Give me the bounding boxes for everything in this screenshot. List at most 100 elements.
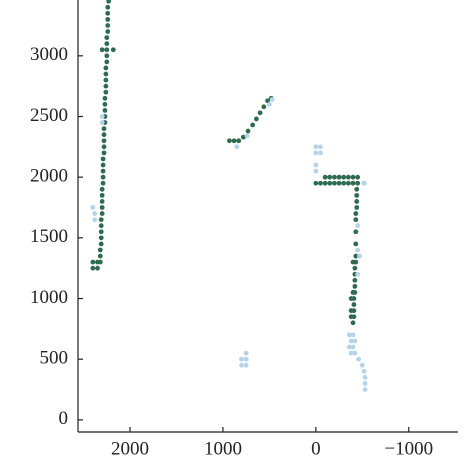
- point: [92, 211, 98, 216]
- point: [99, 211, 105, 216]
- point: [95, 265, 100, 271]
- point: [345, 174, 351, 180]
- point: [332, 180, 337, 186]
- point: [103, 77, 109, 83]
- point: [99, 114, 105, 119]
- point: [346, 344, 352, 350]
- point: [361, 180, 367, 186]
- point: [97, 253, 103, 259]
- x-tick-label: −1000: [384, 438, 433, 459]
- point: [327, 180, 333, 186]
- point: [318, 144, 323, 150]
- point: [100, 174, 106, 180]
- point: [345, 180, 351, 186]
- y-tick-label: 1000: [30, 287, 68, 308]
- point: [95, 259, 100, 265]
- point: [105, 29, 111, 34]
- point: [104, 59, 110, 65]
- point: [105, 10, 111, 16]
- point: [99, 186, 105, 192]
- point: [348, 308, 354, 314]
- point: [97, 247, 103, 253]
- point: [348, 338, 354, 344]
- point: [355, 271, 361, 277]
- point: [99, 47, 105, 53]
- point: [332, 174, 337, 180]
- point: [90, 259, 96, 265]
- point: [236, 138, 242, 144]
- point: [354, 205, 360, 210]
- y-tick-label: 3500: [30, 0, 68, 5]
- point: [98, 223, 104, 229]
- point: [350, 320, 356, 326]
- point: [269, 97, 275, 102]
- point: [99, 205, 105, 210]
- point: [353, 241, 359, 247]
- point: [104, 47, 110, 53]
- point: [100, 156, 106, 162]
- point: [355, 223, 361, 229]
- point: [348, 296, 354, 301]
- point: [355, 247, 361, 253]
- point: [313, 168, 319, 174]
- point: [350, 180, 356, 186]
- point: [352, 283, 358, 289]
- point: [352, 350, 358, 356]
- y-tick-label: 3000: [30, 44, 68, 65]
- point: [313, 180, 319, 186]
- point: [105, 23, 111, 28]
- point: [99, 199, 105, 204]
- point: [105, 17, 111, 22]
- point: [350, 290, 356, 295]
- point: [98, 217, 104, 223]
- point: [245, 128, 251, 134]
- point: [313, 162, 319, 168]
- y-tick-label: 2500: [30, 105, 68, 126]
- point: [240, 134, 246, 140]
- point: [359, 362, 365, 368]
- point: [101, 126, 107, 132]
- y-tick-label: 0: [59, 408, 69, 429]
- point: [104, 53, 110, 59]
- point: [350, 332, 356, 338]
- point: [356, 356, 361, 362]
- point: [257, 110, 263, 116]
- point: [352, 265, 358, 271]
- point: [353, 217, 359, 223]
- point: [102, 101, 108, 107]
- point: [106, 0, 112, 4]
- point: [227, 138, 232, 144]
- point: [313, 150, 319, 156]
- y-tick-label: 500: [40, 348, 69, 369]
- point: [90, 205, 96, 210]
- point: [354, 192, 360, 198]
- point: [354, 199, 360, 204]
- point: [103, 89, 109, 95]
- point: [103, 83, 109, 89]
- x-tick-label: 1000: [204, 438, 242, 459]
- point: [243, 356, 249, 362]
- point: [100, 180, 106, 186]
- point: [362, 381, 368, 386]
- point: [322, 180, 328, 186]
- point: [98, 235, 104, 241]
- point: [362, 387, 368, 392]
- point: [341, 180, 347, 186]
- point: [362, 374, 368, 380]
- point: [105, 4, 111, 10]
- point: [341, 174, 347, 180]
- point: [231, 138, 237, 144]
- point: [101, 138, 107, 144]
- point: [351, 302, 357, 307]
- point: [348, 350, 354, 356]
- point: [102, 95, 108, 101]
- point: [336, 180, 342, 186]
- point: [355, 174, 361, 180]
- point: [98, 241, 104, 247]
- point: [353, 211, 359, 216]
- point: [100, 168, 106, 174]
- point: [357, 253, 362, 259]
- point: [266, 101, 272, 107]
- point: [350, 344, 356, 350]
